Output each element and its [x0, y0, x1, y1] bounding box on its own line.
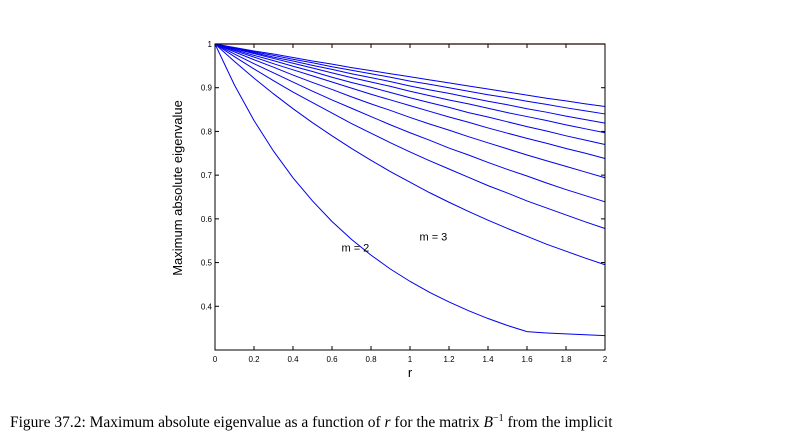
x-tick-label: 1.2	[443, 355, 455, 364]
series-line-7	[214, 43, 606, 146]
x-tick-label: 0.4	[287, 355, 299, 364]
series-layer	[214, 43, 606, 337]
x-tick-label: 1.6	[521, 355, 533, 364]
caption-matrix-b: B	[483, 414, 493, 431]
x-axis-label: r	[408, 365, 413, 380]
plot-frame	[214, 43, 606, 351]
series-line-10	[214, 43, 606, 115]
y-axis-label: Maximum absolute eigenvalue	[170, 100, 185, 276]
x-tick-label: 2	[603, 355, 608, 364]
caption-suffix: from the implicit	[503, 414, 613, 431]
annotation-label: m = 2	[341, 243, 369, 255]
series-line-6	[214, 43, 606, 160]
y-tick-label: 0.9	[201, 84, 213, 93]
series-line-11	[214, 43, 606, 108]
series-line-3	[214, 43, 606, 229]
series-line-2	[214, 43, 606, 266]
y-tick-label: 0.4	[201, 302, 213, 311]
x-tick-label: 1	[408, 355, 413, 364]
annotation-label: m = 3	[419, 232, 447, 244]
caption-prefix: Figure 37.2: Maximum absolute eigenvalue…	[10, 414, 385, 431]
x-tick-label: 0	[213, 355, 218, 364]
series-line-9	[214, 43, 606, 124]
caption-exponent: −1	[493, 413, 504, 424]
y-tick-label: 0.6	[201, 215, 213, 224]
x-tick-label: 1.8	[560, 355, 572, 364]
x-tick-label: 0.2	[248, 355, 260, 364]
figure-caption: Figure 37.2: Maximum absolute eigenvalue…	[10, 414, 791, 432]
x-tick-label: 1.4	[482, 355, 494, 364]
series-line-1	[214, 43, 606, 337]
annot-layer: m = 2 m = 3	[341, 232, 447, 255]
series-line-8	[214, 43, 606, 134]
x-tick-label: 0.6	[326, 355, 338, 364]
y-tick-label: 1	[208, 40, 213, 49]
caption-middle: for the matrix	[390, 414, 484, 431]
caption-variable-r: r	[384, 414, 391, 431]
y-tick-label: 0.8	[201, 127, 213, 136]
chart: 0 0.2 0.4 0.6 0.8 1 1.2 1.4 1.6 1.8 2 0.4 0.5 0.6 0.7 0…	[170, 40, 608, 380]
x-tick-label: 0.8	[365, 355, 377, 364]
y-tick-label: 0.5	[201, 259, 213, 268]
y-tick-label: 0.7	[201, 171, 213, 180]
series-line-5	[214, 43, 606, 179]
tick-layer: 0 0.2 0.4 0.6 0.8 1 1.2 1.4 1.6 1.8 2 0.4 0.5 0.6 0.7 0…	[201, 40, 608, 364]
series-line-4	[214, 43, 606, 203]
